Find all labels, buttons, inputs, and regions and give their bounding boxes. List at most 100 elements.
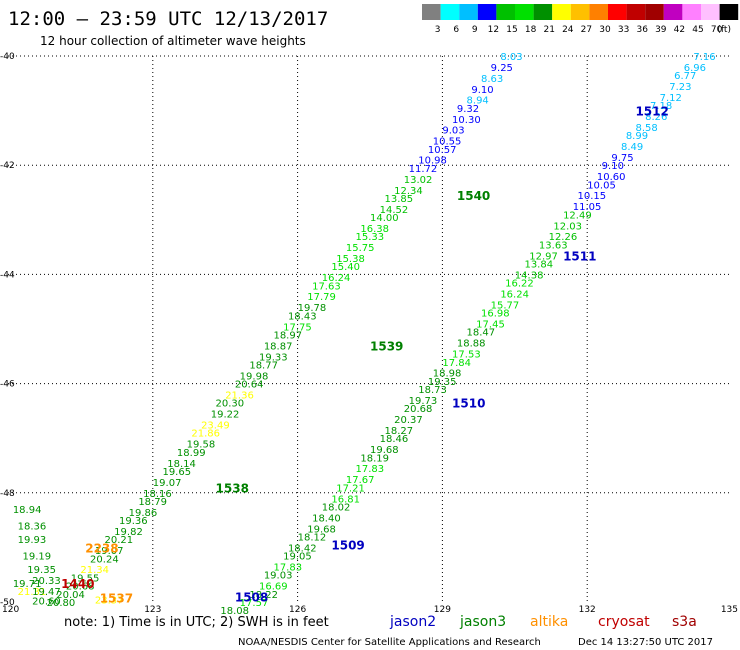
wave-height-value: 18.16 [143, 489, 172, 500]
pass-number-label: 1537 [100, 592, 133, 606]
wave-height-value: 16.24 [322, 273, 351, 284]
wave-height-value: 18.98 [433, 369, 462, 380]
wave-height-value: 18.08 [220, 606, 249, 617]
satellite-legend-jason3: jason3 [459, 614, 506, 630]
x-tick-labels: 120 123 126 129 132 135 [2, 605, 738, 615]
wave-height-value: 18.42 [288, 543, 317, 554]
wave-height-value: 20.30 [216, 399, 245, 410]
wave-height-value: 11.05 [573, 202, 602, 213]
pass-number-label: 2238 [85, 541, 118, 555]
y-tick-label: -46 [0, 380, 15, 390]
satellite-legend-altika: altika [530, 614, 568, 630]
color-swatch [496, 4, 515, 20]
wave-height-value: 18.94 [13, 505, 42, 516]
wave-height-value: 18.02 [322, 502, 351, 513]
wave-height-value: 19.86 [129, 508, 158, 519]
color-swatch [589, 4, 608, 20]
pass-number-label: 1508 [235, 591, 268, 605]
wave-height-value: 18.27 [384, 426, 413, 437]
x-tick-label: 132 [579, 605, 596, 615]
wave-height-value: 10.98 [418, 156, 447, 167]
wave-height-value: 17.21 [336, 483, 365, 494]
wave-height-value: 17.45 [476, 320, 505, 331]
wave-height-value: 8.94 [467, 96, 489, 107]
wave-height-value: 17.79 [307, 292, 336, 303]
wave-height-value: 19.05 [283, 552, 312, 563]
color-scale-label: 3 [435, 25, 441, 35]
color-scale-label: 39 [655, 25, 667, 35]
wave-height-value: 11.72 [409, 164, 438, 175]
color-swatch [533, 4, 553, 20]
x-tick-label: 123 [144, 605, 161, 615]
wave-height-value: 20.37 [394, 415, 423, 426]
wave-height-value: 18.43 [288, 311, 317, 322]
color-scale-label: 21 [543, 25, 554, 35]
wave-height-value: 17.83 [356, 464, 385, 475]
wave-height-value: 12.34 [394, 186, 423, 197]
x-tick-label: 129 [434, 605, 451, 615]
wave-height-value: 20.60 [32, 596, 61, 607]
wave-height-value: 8.99 [626, 131, 648, 142]
color-swatch [719, 4, 739, 20]
data-points: 8.039.258.639.108.949.3210.309.0310.5510… [13, 52, 716, 617]
wave-height-value: 15.33 [356, 232, 385, 243]
y-tick-label: -50 [0, 598, 15, 608]
wave-height-value: 12.03 [553, 221, 582, 232]
wave-height-value: 12.97 [529, 251, 558, 262]
wave-height-value: 21.36 [225, 391, 254, 402]
wave-height-value: 16.98 [481, 309, 510, 320]
color-swatch [626, 4, 646, 20]
wave-height-value: 20.33 [32, 576, 61, 587]
color-swatch [459, 4, 478, 20]
wave-height-value: 21.31 [18, 587, 47, 598]
satellite-legend: jason2 jason3 altika cryosat s3a [389, 614, 697, 630]
color-scale-legend: 3 6 9 12 15 18 21 24 27 30 33 36 39 42 45 70(ft) [422, 4, 739, 35]
satellite-legend-s3a: s3a [672, 614, 697, 630]
y-tick-label: -42 [0, 161, 15, 171]
wave-height-value: 13.85 [384, 194, 413, 205]
wave-height-value: 9.10 [471, 85, 493, 96]
wave-height-value: 14.38 [515, 270, 544, 281]
pass-number-label: 1510 [452, 397, 485, 411]
color-scale-label: 9 [472, 25, 478, 35]
note-text: note: 1) Time is in UTC; 2) SWH is in fe… [64, 615, 329, 630]
wave-height-value: 19.07 [153, 478, 182, 489]
wave-height-value: 18.73 [418, 385, 447, 396]
wave-height-value: 15.75 [346, 243, 375, 254]
wave-height-value: 14.52 [380, 205, 409, 216]
color-scale-label: 27 [581, 25, 592, 35]
wave-height-value: 15.77 [491, 300, 520, 311]
y-tick-labels: -40 -42 -44 -46 -48 -50 [0, 52, 15, 608]
plot-area: 120 123 126 129 132 135 -40 -42 -44 -46 -48 -50 8.… [0, 52, 738, 617]
color-swatch [515, 4, 534, 20]
wave-height-value: 19.36 [119, 516, 148, 527]
wave-height-value: 18.40 [312, 513, 341, 524]
wave-height-value: 20.21 [105, 535, 134, 546]
wave-height-value: 7.12 [660, 93, 682, 104]
color-swatch [608, 4, 627, 20]
y-tick-label: -48 [0, 489, 15, 499]
satellite-legend-cryosat: cryosat [598, 614, 650, 630]
wave-height-value: 8.26 [645, 112, 667, 123]
wave-height-value: 15.38 [336, 254, 365, 265]
color-scale-label: 70 [711, 25, 723, 35]
wave-height-value: 20.24 [90, 554, 119, 565]
x-tick-label: 126 [289, 605, 306, 615]
wave-height-value: 18.14 [167, 459, 196, 470]
color-scale-label: 30 [599, 25, 611, 35]
wave-height-value: 20.04 [56, 590, 85, 601]
chart-title: 12:00 – 23:59 UTC 12/13/2017 [8, 8, 328, 30]
wave-height-value: 19.68 [370, 445, 399, 456]
wave-height-value: 19.07 [95, 546, 124, 557]
color-swatch [682, 4, 701, 20]
pass-labels: 1512 1540 1511 1539 1510 1538 1509 2238 1440 1508… [61, 105, 669, 606]
wave-height-value: 9.75 [611, 153, 633, 164]
wave-height-value: 10.55 [433, 137, 462, 148]
wave-height-value: 20.68 [404, 404, 433, 415]
wave-height-value: 20.64 [235, 380, 264, 391]
wave-height-value: 9.03 [442, 126, 464, 137]
wave-height-value: 23.49 [201, 421, 230, 432]
wave-height-value: 17.57 [240, 598, 269, 609]
color-scale-label: 33 [618, 25, 629, 35]
color-swatch [701, 4, 720, 20]
